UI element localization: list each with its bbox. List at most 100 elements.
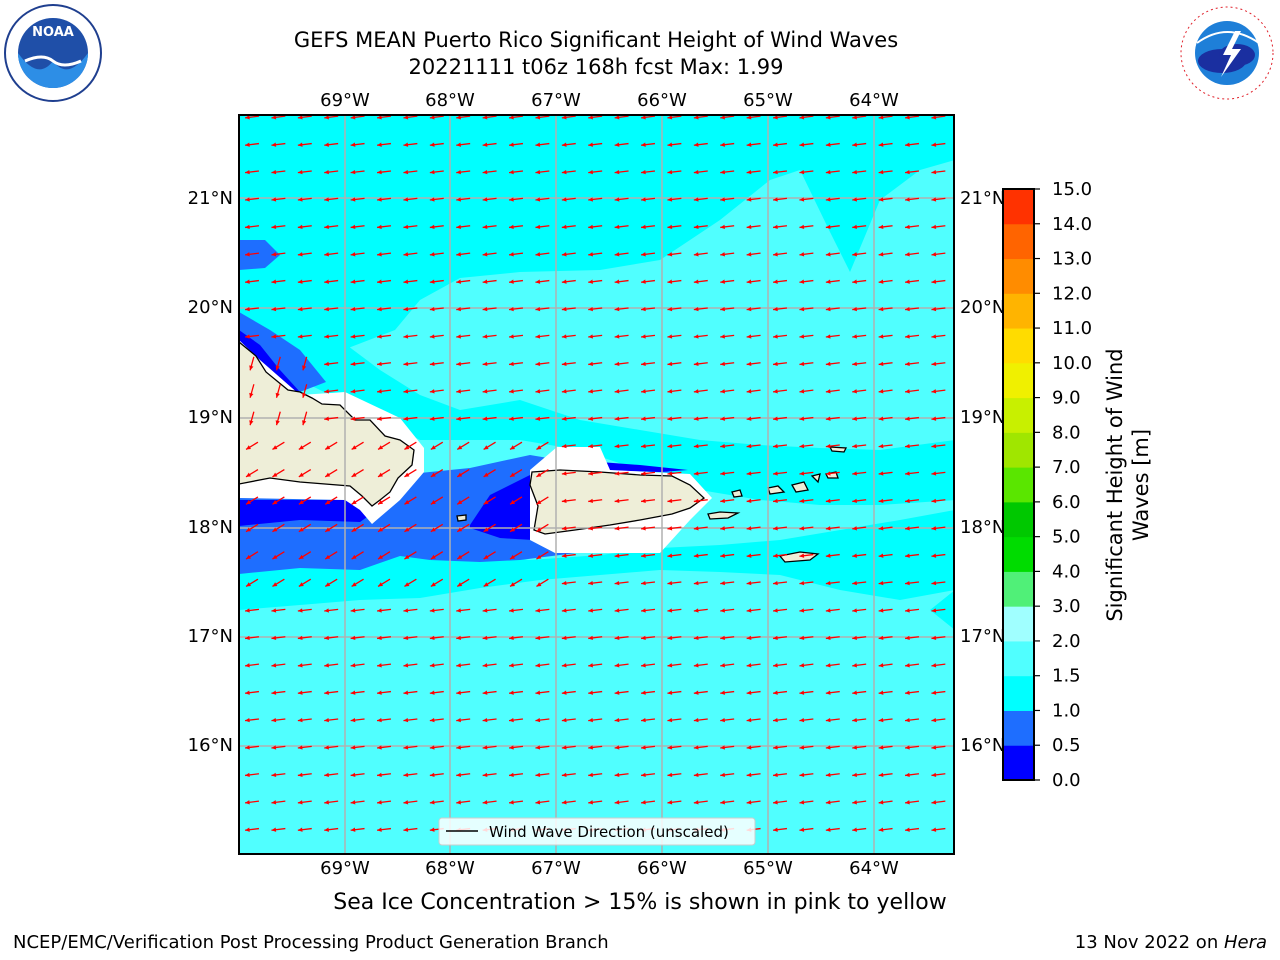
colorbar-segment — [1003, 710, 1034, 746]
wind-arrow-head — [905, 800, 910, 805]
wind-arrow-head — [588, 389, 593, 394]
wind-arrow-head — [746, 608, 752, 613]
wind-arrow-head — [297, 772, 303, 778]
wind-arrow-head — [403, 800, 409, 805]
wind-arrow-head — [905, 663, 910, 668]
wind-arrow-head — [667, 361, 673, 367]
wind-arrow-head — [799, 526, 805, 531]
wind-arrow-head — [667, 745, 673, 750]
wind-arrow-head — [456, 197, 461, 202]
wind-arrow-head — [482, 800, 488, 805]
wind-arrow-head — [272, 472, 278, 477]
wind-arrow-head — [377, 197, 382, 202]
wind-arrow-head — [403, 389, 409, 394]
wind-arrow-head — [852, 635, 857, 641]
wind-arrow-head — [720, 580, 725, 586]
wind-arrow-head — [377, 169, 382, 175]
wind-arrow-head — [249, 365, 254, 371]
wind-arrow-head — [561, 279, 567, 284]
wind-arrow-head — [324, 115, 329, 120]
wind-arrow-head — [245, 169, 250, 175]
wind-arrow-head — [245, 827, 250, 832]
wind-arrow-head — [773, 197, 778, 202]
wind-arrow-head — [457, 500, 463, 505]
wind-arrow-head — [931, 416, 937, 421]
wind-arrow-head — [773, 772, 778, 778]
wave-zone-0-to-0-5-a — [239, 330, 300, 392]
island-culebra — [731, 489, 743, 498]
wind-arrow-head — [482, 416, 488, 421]
wind-arrow-head — [297, 827, 303, 832]
wind-arrow-head — [297, 717, 303, 723]
wind-arrow-head — [536, 582, 542, 587]
map-legend: Wind Wave Direction (unscaled) — [438, 817, 756, 846]
wind-arrow-head — [483, 445, 489, 450]
wind-arrow-head — [457, 472, 463, 477]
wind-arrow-head — [429, 772, 435, 778]
wind-arrow-head — [746, 690, 752, 695]
wind-arrow-head — [614, 334, 620, 339]
wind-arrow-head — [931, 115, 937, 120]
wind-arrow-head — [588, 361, 593, 367]
wind-arrow-head — [588, 115, 593, 120]
wind-arrow-head — [878, 827, 884, 832]
wind-arrow-head — [799, 745, 805, 750]
wind-arrow-head — [878, 361, 884, 367]
wind-arrow-head — [535, 197, 541, 202]
wind-arrow-head — [746, 800, 752, 805]
wind-arrow-head — [275, 392, 280, 398]
wind-arrow-head — [931, 197, 937, 202]
wind-arrow-head — [799, 553, 805, 558]
wind-arrow-head — [905, 772, 910, 778]
wind-arrow-head — [799, 800, 805, 805]
wind-arrow-head — [905, 169, 910, 175]
wind-arrow-head — [931, 608, 937, 613]
wind-arrow-head — [641, 800, 646, 805]
wind-arrow-head — [561, 745, 567, 750]
wind-arrow-head — [720, 252, 725, 257]
wind-arrow-head — [297, 635, 303, 641]
wind-arrow-head — [667, 389, 673, 394]
colorbar-tick-label: 2.0 — [1052, 631, 1081, 652]
wind-arrow-head — [509, 745, 514, 750]
wind-arrow-head — [271, 772, 277, 778]
wind-arrow-head — [324, 635, 329, 641]
colorbar-segment — [1003, 501, 1034, 538]
wind-arrow-head — [509, 334, 514, 339]
wind-arrow-head — [825, 334, 831, 339]
wind-arrow-head — [271, 224, 277, 230]
wind-arrow-head — [403, 416, 409, 421]
wave-zone-1-to-1-5-south — [239, 510, 954, 610]
wind-arrow-head — [588, 635, 593, 641]
wind-arrow-head — [245, 717, 250, 723]
wind-arrow-head — [457, 527, 463, 532]
wind-arrow-head — [878, 443, 884, 449]
wind-arrow-head — [429, 389, 435, 394]
wind-arrow-head — [693, 471, 699, 476]
wind-arrow-head — [246, 445, 252, 450]
wind-arrow-head — [350, 142, 356, 147]
wind-arrow-head — [561, 800, 567, 805]
wind-arrow-head — [905, 717, 910, 723]
wind-arrow-head — [588, 772, 593, 778]
colorbar-segment — [1003, 640, 1034, 677]
wind-arrow-head — [403, 827, 409, 832]
wind-arrow-head — [825, 471, 831, 476]
wind-arrow-head — [588, 334, 593, 339]
wind-arrow-head — [878, 772, 884, 778]
wind-arrow-head — [588, 197, 593, 202]
footer-credit: NCEP/EMC/Verification Post Processing Pr… — [13, 932, 609, 953]
wind-arrow-head — [614, 115, 620, 120]
wind-arrow-head — [561, 717, 567, 723]
wind-arrow-head — [482, 663, 488, 668]
wind-arrow-head — [298, 554, 304, 560]
wind-arrow-head — [799, 471, 805, 476]
colorbar-segment — [1003, 293, 1034, 329]
colorbar-tick-label: 9.0 — [1052, 388, 1081, 409]
wind-arrow-head — [377, 827, 382, 832]
wind-arrow-head — [456, 416, 461, 421]
wind-arrow-head — [483, 582, 489, 587]
wind-arrow-head — [536, 500, 542, 505]
wind-arrow-head — [429, 416, 435, 421]
wind-arrow-head — [720, 772, 725, 778]
